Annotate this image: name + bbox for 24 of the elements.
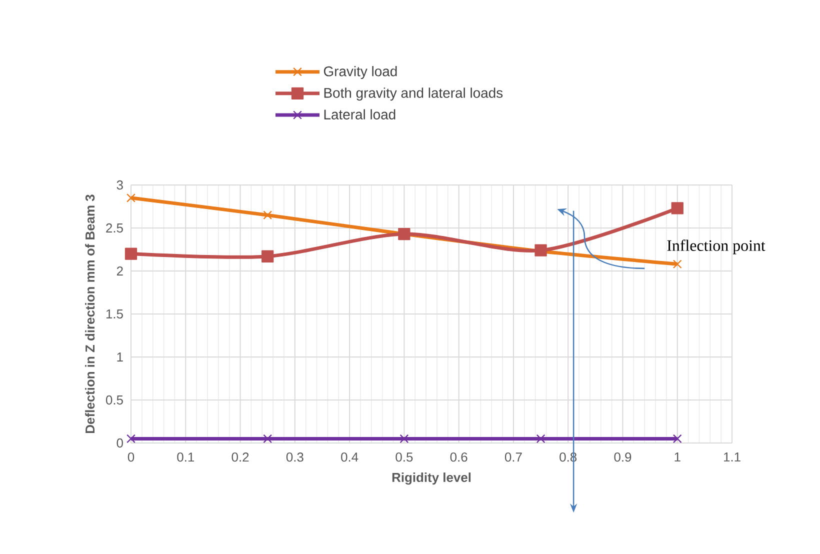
y-tick-label: 2.5 [106, 223, 123, 233]
x-tick-label: 1.1 [724, 452, 740, 462]
y-tick-label: 3 [116, 180, 123, 190]
x-tick-label: 0.9 [614, 452, 632, 462]
legend-label: Both gravity and lateral loads [324, 88, 503, 101]
y-tick-label: 2 [116, 266, 123, 276]
y-tick-label: 1.5 [106, 309, 123, 319]
x-tick-label: 0 [128, 452, 134, 462]
x-tick-label: 0.4 [341, 452, 358, 462]
y-tick-label: 0 [116, 438, 123, 448]
legend-label: Lateral load [324, 109, 396, 120]
y-tick-label: 1 [117, 352, 123, 362]
y-tick-label: 0.5 [106, 395, 123, 405]
x-tick-label: 0.1 [177, 452, 194, 462]
x-axis-title: Rigidity level [392, 472, 471, 485]
annotation: Inflection point [667, 240, 766, 254]
x-tick-label: 1 [674, 452, 680, 462]
x-tick-label: 0.6 [450, 452, 468, 462]
x-tick-label: 0.5 [396, 452, 413, 462]
legend-label: Gravity load [324, 66, 397, 80]
x-tick-label: 0.7 [504, 452, 522, 462]
x-tick-label: 0.2 [232, 452, 249, 462]
y-axis-title: Deflection in Z direction mm of Beam 3 [85, 194, 95, 433]
x-tick-label: 0.3 [286, 452, 304, 462]
